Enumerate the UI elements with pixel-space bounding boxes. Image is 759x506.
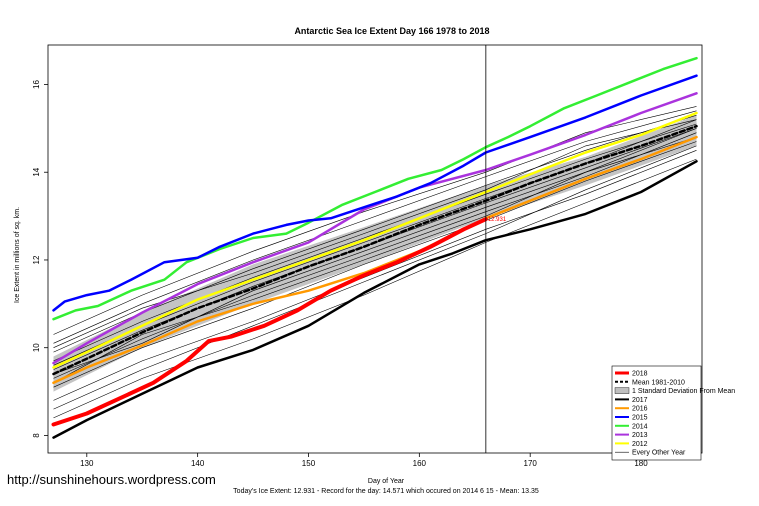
y-tick-label-8: 8 bbox=[32, 433, 41, 438]
series-line-2012 bbox=[52, 111, 698, 369]
legend-swatch-1-standard-deviation-from-mean bbox=[614, 387, 630, 394]
y-tick-label-16: 16 bbox=[32, 80, 41, 89]
plot-border bbox=[47, 44, 703, 454]
series-line-2018 bbox=[51, 217, 488, 427]
other-year-line-0 bbox=[53, 158, 697, 419]
other-year-line-8 bbox=[53, 106, 697, 335]
legend-label-2013: 2013 bbox=[632, 432, 648, 439]
x-tick-label-150: 150 bbox=[302, 459, 316, 468]
std-dev-band bbox=[53, 115, 697, 392]
legend-label-1-standard-deviation-from-mean: 1 Standard Deviation From Mean bbox=[632, 388, 735, 395]
other-year-line-9 bbox=[53, 145, 697, 410]
series-line-2015 bbox=[52, 74, 698, 312]
legend-label-2017: 2017 bbox=[632, 397, 648, 404]
x-tick-label-130: 130 bbox=[80, 459, 94, 468]
other-year-line-12 bbox=[53, 119, 697, 348]
chart-title: Antarctic Sea Ice Extent Day 166 1978 to… bbox=[294, 26, 489, 36]
y-axis-ticks: 8 10 12 14 16 bbox=[32, 80, 48, 438]
series-line-2014 bbox=[52, 56, 698, 321]
series-line-2013 bbox=[52, 92, 698, 365]
legend-label-2015: 2015 bbox=[632, 415, 648, 422]
watermark: http://sunshinehours.wordpress.com bbox=[7, 472, 216, 487]
y-axis-label: Ice Extent in millions of sq. km. bbox=[14, 207, 21, 303]
plot-frame bbox=[47, 44, 703, 454]
y-tick-label-12: 12 bbox=[32, 255, 41, 264]
legend-label-2016: 2016 bbox=[632, 406, 648, 413]
legend-label-2018: 2018 bbox=[632, 371, 648, 378]
other-year-line-3 bbox=[53, 132, 697, 379]
series-lines bbox=[51, 56, 698, 439]
y-tick-label-14: 14 bbox=[32, 167, 41, 176]
caption: Today's Ice Extent: 12.931 - Record for … bbox=[233, 488, 539, 495]
today-value-annotation: 12.931 bbox=[488, 217, 507, 223]
other-year-line-2 bbox=[53, 141, 697, 388]
x-tick-label-140: 140 bbox=[191, 459, 205, 468]
series-line-2016 bbox=[52, 135, 698, 385]
x-tick-label-170: 170 bbox=[524, 459, 538, 468]
x-tick-label-160: 160 bbox=[413, 459, 427, 468]
other-year-line-7 bbox=[53, 110, 697, 344]
legend-label-2012: 2012 bbox=[632, 441, 648, 448]
series-line-2017 bbox=[52, 160, 698, 439]
legend-label-mean-1981-2010: Mean 1981-2010 bbox=[632, 379, 685, 386]
x-tick-label-180: 180 bbox=[634, 459, 648, 468]
x-axis-ticks: 130 140 150 160 170 180 bbox=[80, 453, 648, 468]
legend-label-every-other-year: Every Other Year bbox=[632, 450, 686, 457]
other-year-line-5 bbox=[53, 123, 697, 362]
other-year-line-13 bbox=[53, 128, 697, 375]
std-dev-band-area bbox=[53, 115, 697, 392]
legend-label-2014: 2014 bbox=[632, 423, 648, 430]
y-tick-label-10: 10 bbox=[32, 343, 41, 352]
x-axis-label: Day of Year bbox=[368, 478, 405, 485]
series-line-mean-1981-2010 bbox=[52, 124, 698, 376]
